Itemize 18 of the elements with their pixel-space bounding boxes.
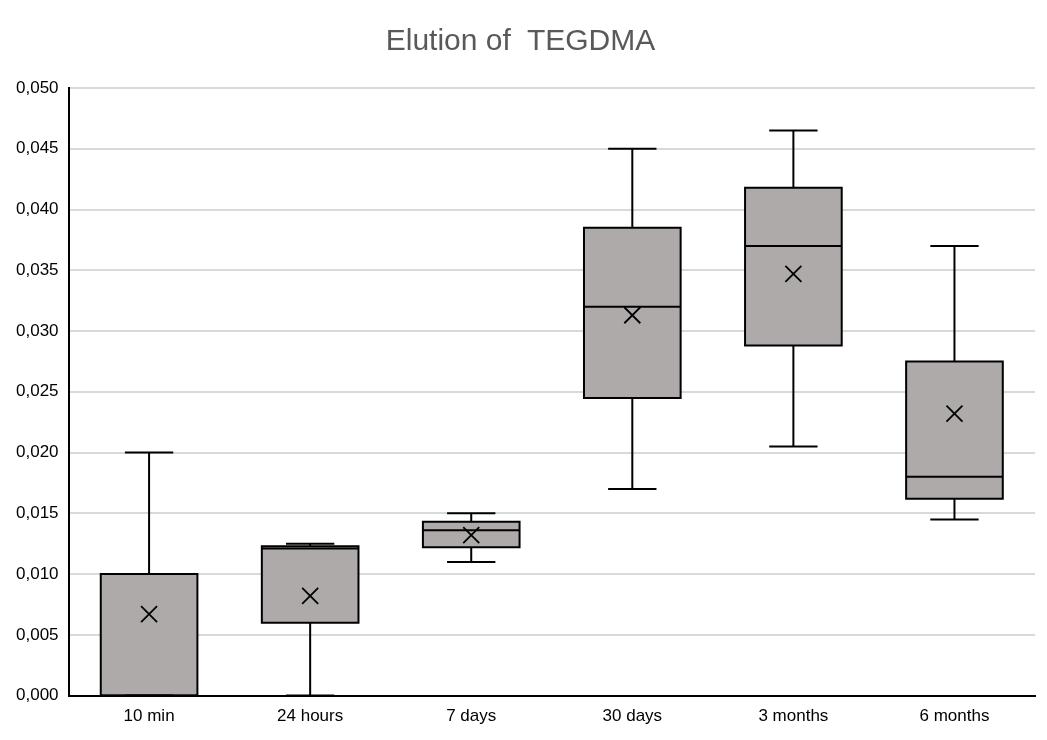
x-tick-label: 10 min <box>123 706 175 726</box>
y-tick-label: 0,030 <box>15 320 59 340</box>
y-tick-label: 0,000 <box>15 685 59 705</box>
y-tick-label: 0,010 <box>15 563 59 583</box>
x-tick-label: 24 hours <box>277 706 344 726</box>
x-tick-label: 3 months <box>758 706 829 726</box>
y-tick-label: 0,040 <box>15 199 59 219</box>
y-tick-label: 0,045 <box>15 138 59 158</box>
y-tick-label: 0,015 <box>15 503 59 523</box>
chart-title: Elution of TEGDMA <box>385 23 656 57</box>
x-tick-label: 30 days <box>602 706 663 726</box>
x-tick-label: 7 days <box>446 706 497 726</box>
y-tick-label: 0,020 <box>15 442 59 462</box>
x-tick-label: 6 months <box>919 706 990 726</box>
y-tick-label: 0,005 <box>15 624 59 644</box>
y-tick-label: 0,050 <box>15 77 59 97</box>
y-tick-label: 0,035 <box>15 259 59 279</box>
y-tick-label: 0,025 <box>15 381 59 401</box>
